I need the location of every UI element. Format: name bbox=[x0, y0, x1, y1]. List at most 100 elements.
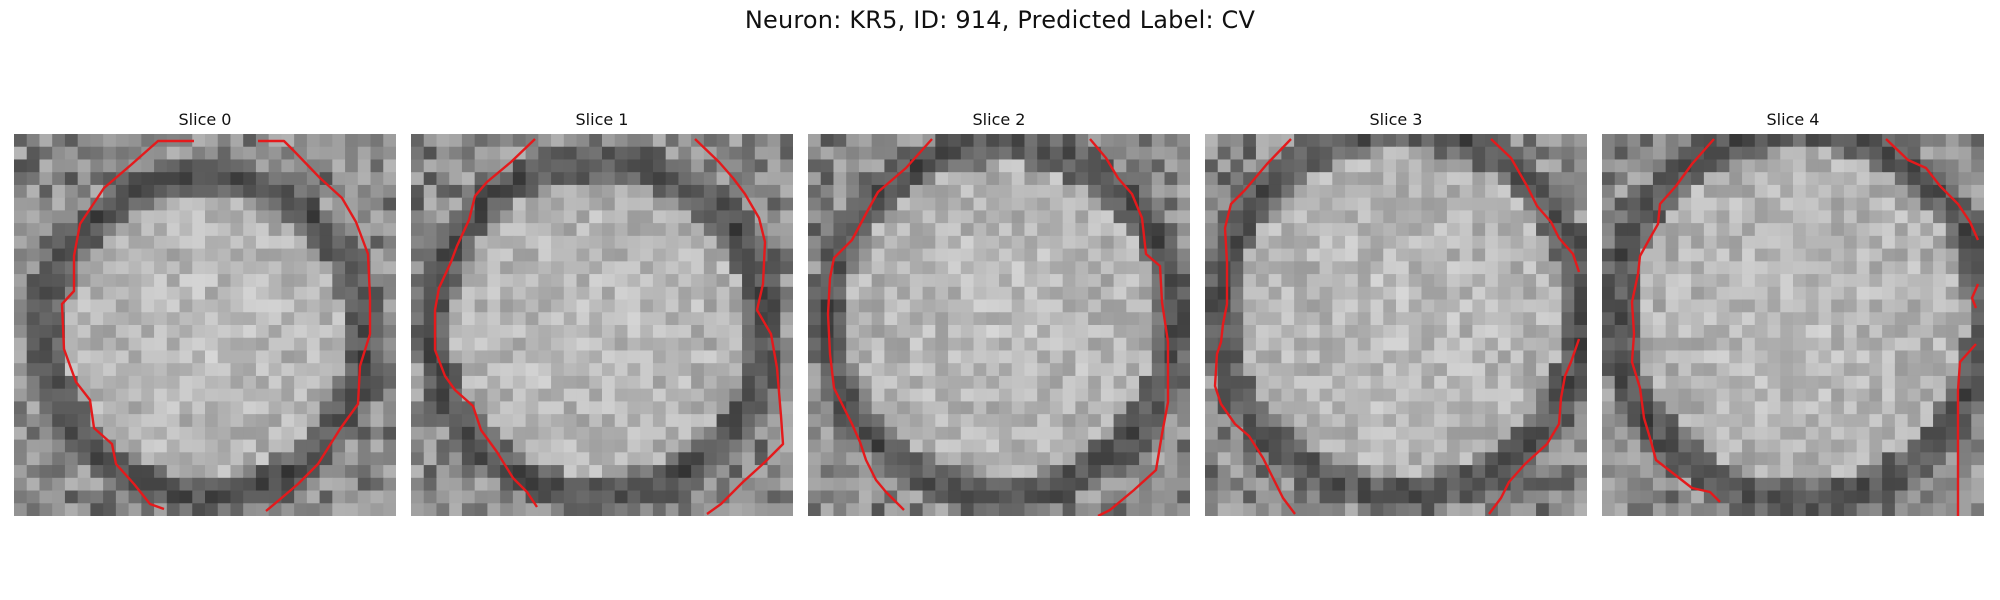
image-pixel bbox=[821, 210, 834, 223]
image-pixel bbox=[1485, 223, 1498, 236]
image-pixel bbox=[1602, 465, 1615, 478]
image-pixel bbox=[615, 440, 628, 453]
image-pixel bbox=[307, 172, 320, 185]
image-pixel bbox=[948, 185, 961, 198]
image-pixel bbox=[1358, 147, 1371, 160]
image-pixel bbox=[1729, 274, 1742, 287]
image-pixel bbox=[923, 414, 936, 427]
image-pixel bbox=[269, 210, 282, 223]
image-pixel bbox=[1063, 414, 1076, 427]
image-pixel bbox=[923, 503, 936, 516]
image-pixel bbox=[1230, 350, 1243, 363]
image-pixel bbox=[833, 210, 846, 223]
image-pixel bbox=[358, 491, 371, 504]
image-pixel bbox=[1818, 440, 1831, 453]
image-pixel bbox=[1371, 363, 1384, 376]
image-pixel bbox=[1012, 261, 1025, 274]
image-pixel bbox=[1806, 478, 1819, 491]
image-pixel bbox=[897, 134, 910, 147]
image-pixel bbox=[833, 491, 846, 504]
image-pixel bbox=[846, 274, 859, 287]
image-pixel bbox=[1806, 172, 1819, 185]
image-pixel bbox=[1729, 210, 1742, 223]
image-pixel bbox=[90, 287, 103, 300]
image-pixel bbox=[1243, 312, 1256, 325]
image-pixel bbox=[281, 363, 294, 376]
image-pixel bbox=[1421, 261, 1434, 274]
image-pixel bbox=[1075, 478, 1088, 491]
image-pixel bbox=[627, 452, 640, 465]
image-pixel bbox=[1768, 185, 1781, 198]
image-pixel bbox=[1818, 503, 1831, 516]
image-pixel bbox=[487, 223, 500, 236]
image-pixel bbox=[1844, 249, 1857, 262]
image-pixel bbox=[1383, 401, 1396, 414]
image-pixel bbox=[345, 236, 358, 249]
image-pixel bbox=[167, 503, 180, 516]
image-pixel bbox=[487, 465, 500, 478]
image-pixel bbox=[1653, 401, 1666, 414]
image-pixel bbox=[1704, 223, 1717, 236]
image-pixel bbox=[1729, 249, 1742, 262]
image-pixel bbox=[1536, 312, 1549, 325]
image-pixel bbox=[729, 236, 742, 249]
image-pixel bbox=[1882, 261, 1895, 274]
image-pixel bbox=[1844, 210, 1857, 223]
image-pixel bbox=[1844, 440, 1857, 453]
image-pixel bbox=[691, 363, 704, 376]
image-pixel bbox=[808, 159, 821, 172]
image-pixel bbox=[999, 300, 1012, 313]
image-pixel bbox=[1562, 401, 1575, 414]
image-pixel bbox=[742, 159, 755, 172]
image-pixel bbox=[780, 261, 793, 274]
image-pixel bbox=[14, 363, 27, 376]
image-pixel bbox=[910, 236, 923, 249]
image-pixel bbox=[1063, 134, 1076, 147]
image-pixel bbox=[320, 350, 333, 363]
image-pixel bbox=[167, 389, 180, 402]
image-pixel bbox=[1523, 261, 1536, 274]
image-pixel bbox=[1536, 452, 1549, 465]
image-pixel bbox=[345, 452, 358, 465]
image-pixel bbox=[1114, 210, 1127, 223]
image-pixel bbox=[859, 491, 872, 504]
image-pixel bbox=[859, 147, 872, 160]
image-pixel bbox=[615, 478, 628, 491]
image-pixel bbox=[39, 300, 52, 313]
image-pixel bbox=[1152, 223, 1165, 236]
image-pixel bbox=[1691, 198, 1704, 211]
image-pixel bbox=[332, 401, 345, 414]
image-pixel bbox=[449, 147, 462, 160]
image-pixel bbox=[1729, 389, 1742, 402]
image-pixel bbox=[577, 159, 590, 172]
image-pixel bbox=[1780, 376, 1793, 389]
image-pixel bbox=[729, 465, 742, 478]
image-pixel bbox=[1498, 185, 1511, 198]
image-pixel bbox=[897, 210, 910, 223]
image-pixel bbox=[526, 223, 539, 236]
image-pixel bbox=[538, 147, 551, 160]
image-pixel bbox=[1691, 261, 1704, 274]
image-pixel bbox=[1269, 350, 1282, 363]
image-pixel bbox=[1421, 223, 1434, 236]
image-pixel bbox=[1421, 236, 1434, 249]
image-pixel bbox=[910, 350, 923, 363]
image-pixel bbox=[14, 287, 27, 300]
image-pixel bbox=[449, 134, 462, 147]
image-pixel bbox=[1358, 185, 1371, 198]
image-pixel bbox=[129, 134, 142, 147]
image-pixel bbox=[1920, 452, 1933, 465]
image-pixel bbox=[294, 249, 307, 262]
image-pixel bbox=[256, 261, 269, 274]
image-pixel bbox=[948, 376, 961, 389]
image-pixel bbox=[500, 312, 513, 325]
image-pixel bbox=[961, 414, 974, 427]
image-pixel bbox=[14, 185, 27, 198]
image-pixel bbox=[935, 503, 948, 516]
image-pixel bbox=[345, 261, 358, 274]
image-pixel bbox=[1230, 452, 1243, 465]
image-pixel bbox=[1523, 338, 1536, 351]
image-pixel bbox=[1358, 363, 1371, 376]
image-pixel bbox=[1037, 223, 1050, 236]
image-pixel bbox=[1920, 491, 1933, 504]
